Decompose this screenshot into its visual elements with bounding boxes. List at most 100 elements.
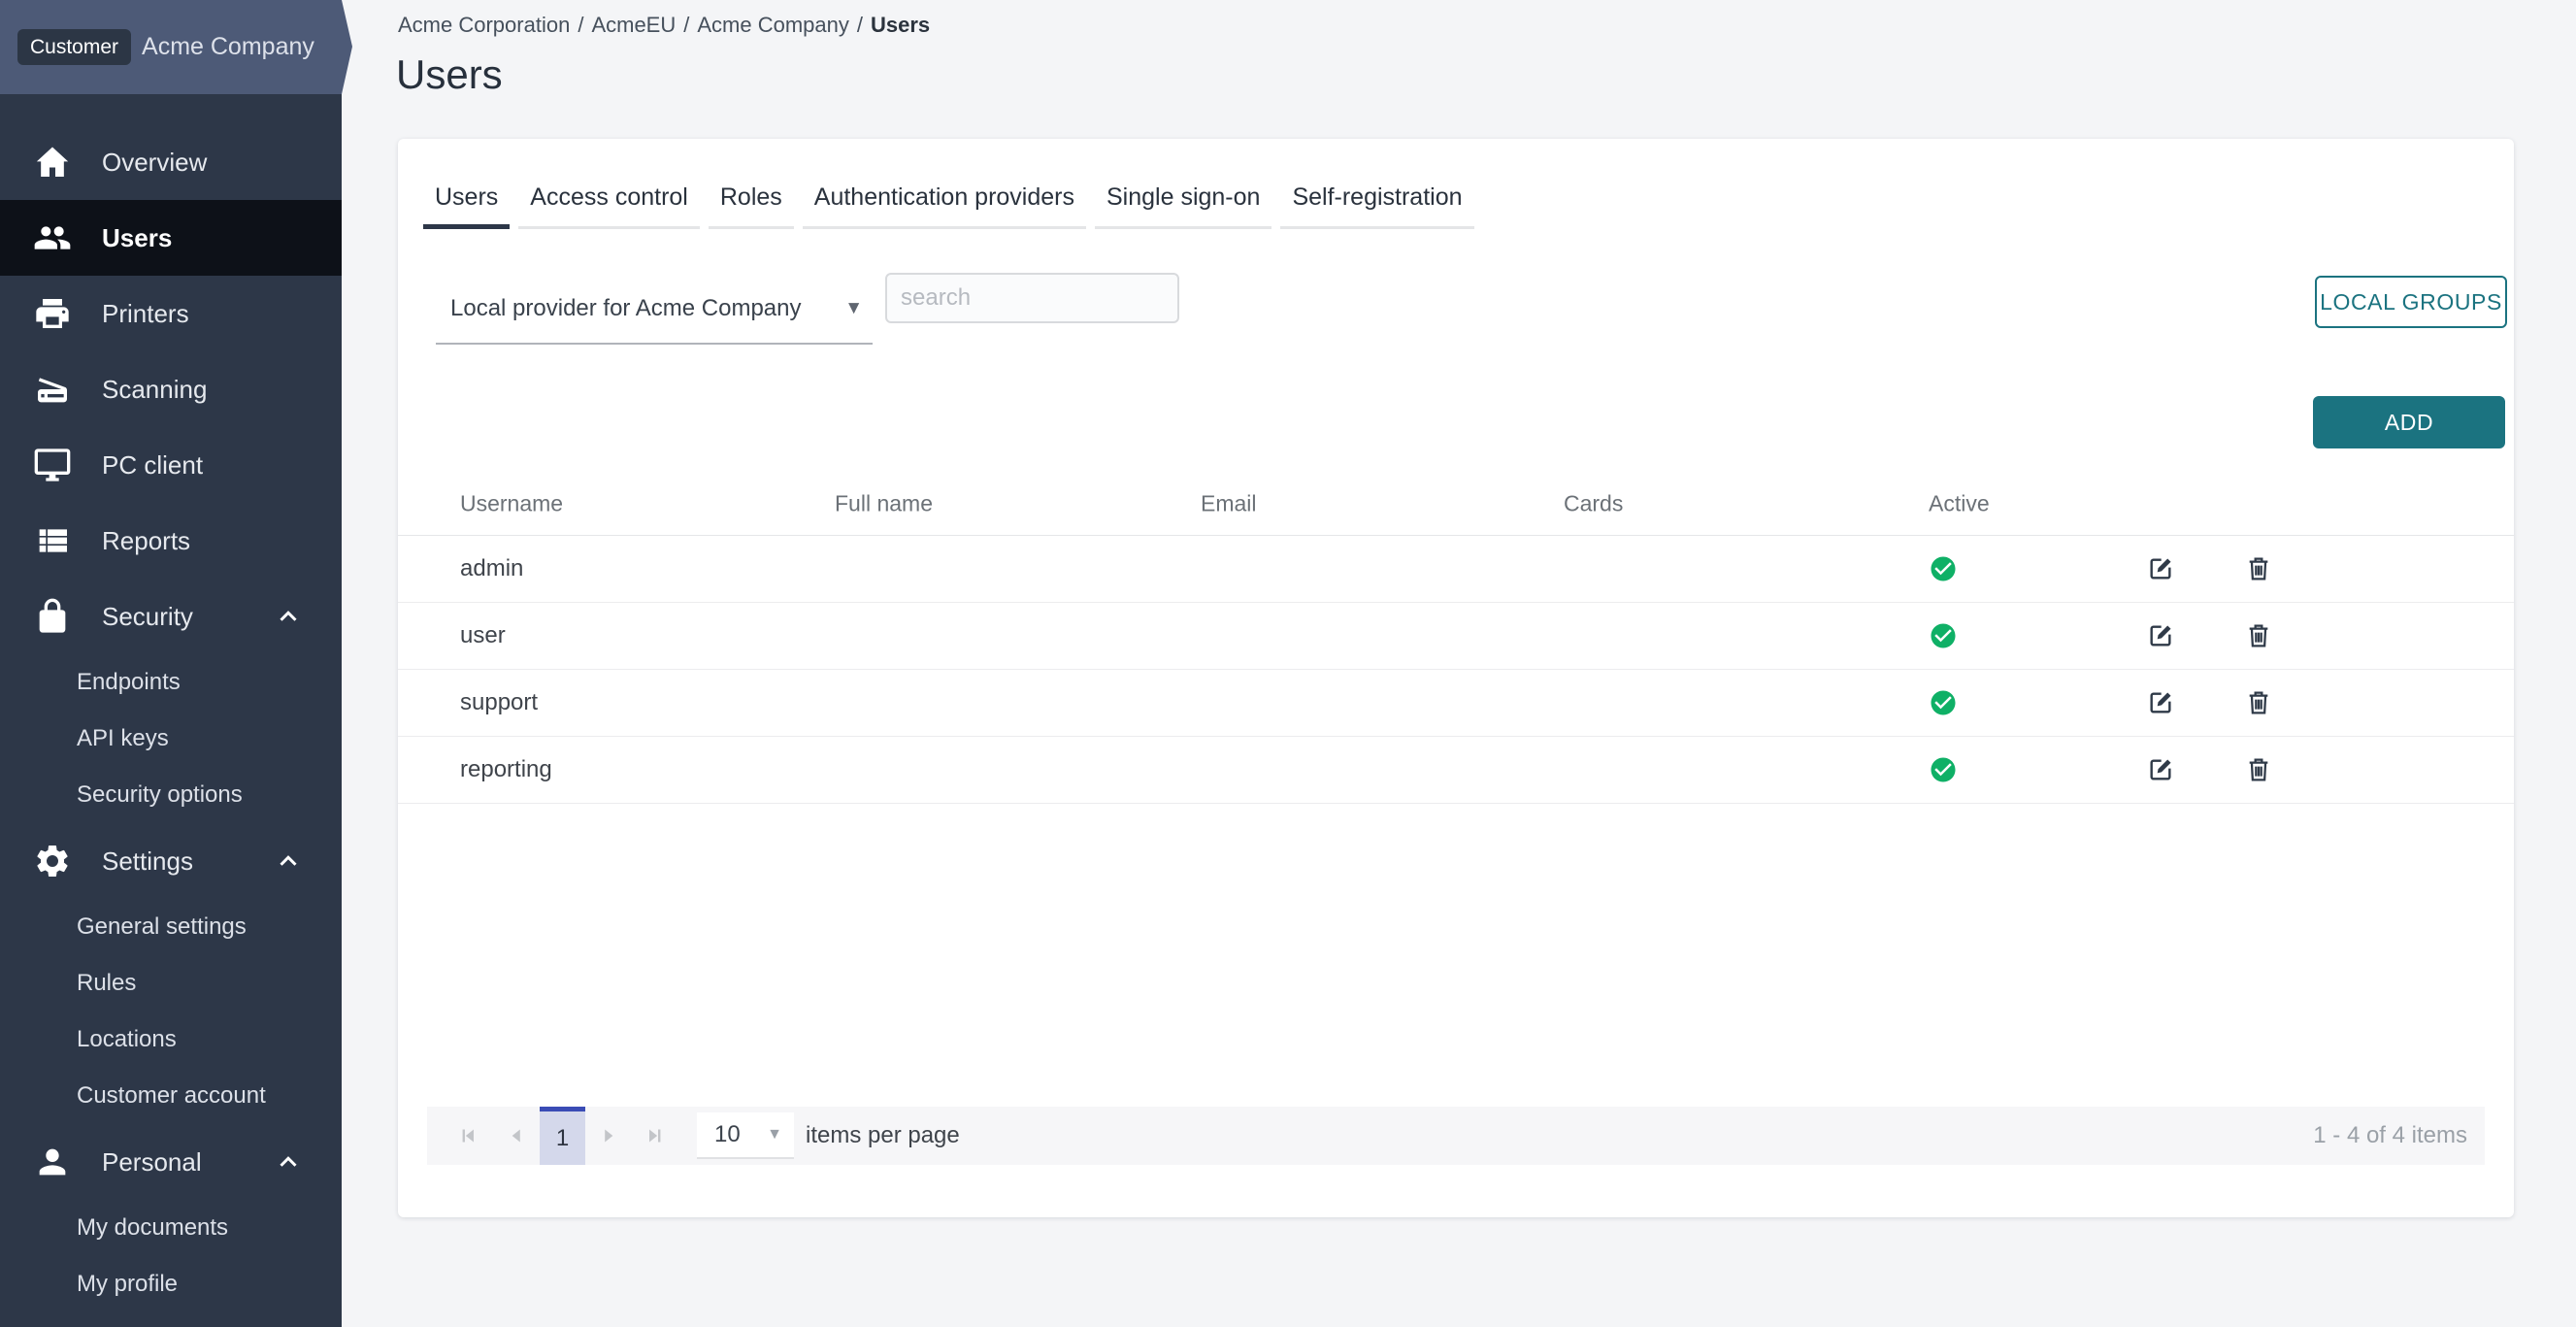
sidebar-item-label: Customer account <box>77 1082 266 1109</box>
company-name: Acme Company <box>142 33 314 60</box>
breadcrumb-item[interactable]: Acme Corporation <box>398 13 571 37</box>
first-page-button[interactable] <box>448 1107 487 1165</box>
delete-user-button[interactable] <box>2239 683 2278 722</box>
content-card: Users Access control Roles Authenticatio… <box>398 139 2514 1217</box>
table-row: user <box>398 603 2514 670</box>
monitor-icon <box>33 446 72 484</box>
reports-icon <box>33 521 72 560</box>
delete-user-button[interactable] <box>2239 549 2278 588</box>
scanner-icon <box>33 370 72 409</box>
sidebar-item-label: PC client <box>102 449 204 480</box>
table-row: reporting <box>398 737 2514 804</box>
brand-header: Customer Acme Company <box>0 0 352 94</box>
tab-access-control[interactable]: Access control <box>518 182 700 229</box>
sidebar-item-locations[interactable]: Locations <box>0 1012 342 1068</box>
sidebar-item-pc-client[interactable]: PC client <box>0 427 342 503</box>
tab-users[interactable]: Users <box>423 182 511 229</box>
pagination-bar: 1 10 ▼ items per page 1 - 4 of 4 items <box>427 1107 2485 1165</box>
active-check-icon <box>1929 755 1958 784</box>
breadcrumb-separator: / <box>683 13 690 37</box>
sidebar-item-settings[interactable]: Settings <box>0 823 342 899</box>
printer-icon <box>33 294 72 333</box>
pagination-range-label: 1 - 4 of 4 items <box>2313 1122 2467 1148</box>
provider-select-value: Local provider for Acme Company <box>450 295 802 321</box>
sidebar-item-overview[interactable]: Overview <box>0 124 342 200</box>
home-icon <box>33 143 72 182</box>
breadcrumb-item[interactable]: Acme Company <box>697 13 849 37</box>
sidebar-item-customer-account[interactable]: Customer account <box>0 1068 342 1124</box>
last-page-button[interactable] <box>636 1107 675 1165</box>
tab-roles[interactable]: Roles <box>708 182 794 229</box>
delete-user-button[interactable] <box>2239 616 2278 655</box>
sidebar-item-api-keys[interactable]: API keys <box>0 711 342 767</box>
column-header-full-name: Full name <box>835 490 933 516</box>
sidebar-item-my-documents[interactable]: My documents <box>0 1200 342 1256</box>
select-caret-icon: ▼ <box>844 298 863 318</box>
tab-self-registration[interactable]: Self-registration <box>1280 182 1474 229</box>
edit-user-button[interactable] <box>2141 549 2180 588</box>
breadcrumb-separator: / <box>578 13 584 37</box>
column-header-username: Username <box>460 490 564 516</box>
sidebar-item-security[interactable]: Security <box>0 579 342 654</box>
lock-icon <box>33 597 72 636</box>
page-size-select[interactable]: 10 ▼ <box>697 1112 794 1159</box>
page-title: Users <box>396 51 503 97</box>
sidebar-item-label: My documents <box>77 1214 229 1241</box>
sidebar-item-label: Scanning <box>102 374 208 404</box>
username-cell: reporting <box>460 756 552 782</box>
sidebar-item-printers[interactable]: Printers <box>0 276 342 351</box>
breadcrumb-item[interactable]: AcmeEU <box>591 13 677 37</box>
sidebar-item-label: Users <box>102 222 173 252</box>
local-groups-button[interactable]: LOCAL GROUPS <box>2315 276 2507 328</box>
sidebar-item-label: Locations <box>77 1026 177 1052</box>
add-button[interactable]: ADD <box>2313 396 2505 448</box>
sidebar-item-general-settings[interactable]: General settings <box>0 899 342 955</box>
column-header-cards: Cards <box>1564 490 1624 516</box>
sidebar: Overview Users Printers Scanning <box>0 0 342 1327</box>
sidebar-item-label: Overview <box>102 147 208 177</box>
sidebar-item-label: My profile <box>77 1271 179 1297</box>
person-icon <box>33 1143 72 1181</box>
sidebar-item-label: Security options <box>77 781 243 808</box>
active-check-icon <box>1929 688 1958 717</box>
table-body: admin user <box>398 536 2514 804</box>
edit-user-button[interactable] <box>2141 683 2180 722</box>
provider-select[interactable]: Local provider for Acme Company ▼ <box>436 275 873 345</box>
sidebar-item-label: Security <box>102 601 193 631</box>
previous-page-button[interactable] <box>497 1107 536 1165</box>
sidebar-item-personal[interactable]: Personal <box>0 1124 342 1200</box>
chevron-up-icon[interactable] <box>274 1147 303 1177</box>
page-number-button[interactable]: 1 <box>540 1107 585 1165</box>
breadcrumb-separator: / <box>856 13 863 37</box>
chevron-up-icon[interactable] <box>274 846 303 876</box>
sidebar-item-endpoints[interactable]: Endpoints <box>0 654 342 711</box>
table-header: Username Full name Email Cards Active <box>398 473 2514 536</box>
breadcrumb: Acme Corporation / AcmeEU / Acme Company / Use… <box>398 13 930 38</box>
sidebar-item-label: Personal <box>102 1146 202 1177</box>
edit-user-button[interactable] <box>2141 616 2180 655</box>
sidebar-item-my-profile[interactable]: My profile <box>0 1256 342 1312</box>
gear-icon <box>33 842 72 880</box>
sidebar-item-label: Reports <box>102 525 191 555</box>
sidebar-nav: Overview Users Printers Scanning <box>0 94 342 1327</box>
active-check-icon <box>1929 554 1958 583</box>
tab-authentication-providers[interactable]: Authentication providers <box>802 182 1086 229</box>
items-per-page-label: items per page <box>806 1122 960 1148</box>
sidebar-item-label: General settings <box>77 913 247 940</box>
next-page-button[interactable] <box>589 1107 628 1165</box>
page-size-value: 10 <box>714 1121 741 1147</box>
sidebar-item-reports[interactable]: Reports <box>0 503 342 579</box>
edit-user-button[interactable] <box>2141 750 2180 789</box>
sidebar-item-scanning[interactable]: Scanning <box>0 351 342 427</box>
sidebar-item-label: Endpoints <box>77 669 181 695</box>
sidebar-item-users[interactable]: Users <box>0 200 342 276</box>
chevron-up-icon[interactable] <box>274 602 303 631</box>
sidebar-item-security-options[interactable]: Security options <box>0 767 342 823</box>
search-input[interactable] <box>885 273 1179 323</box>
tab-single-sign-on[interactable]: Single sign-on <box>1095 182 1272 229</box>
sidebar-item-rules[interactable]: Rules <box>0 955 342 1012</box>
delete-user-button[interactable] <box>2239 750 2278 789</box>
sidebar-item-label: Printers <box>102 298 189 328</box>
breadcrumb-current: Users <box>871 13 931 37</box>
